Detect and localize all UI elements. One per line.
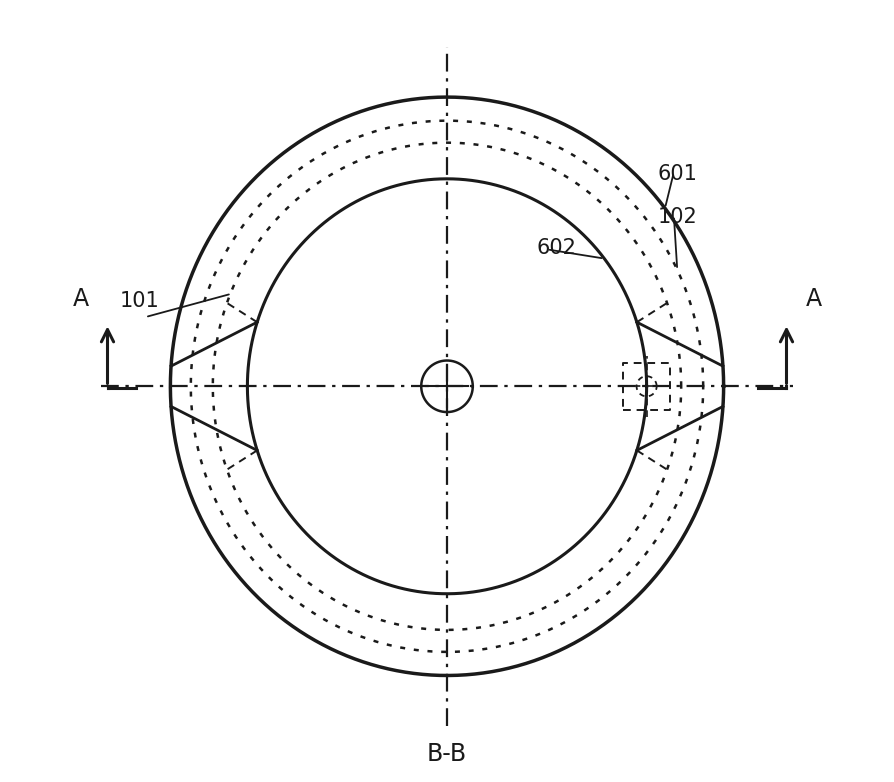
Text: A: A [805, 287, 822, 310]
Text: 601: 601 [657, 164, 697, 184]
Text: A: A [72, 287, 89, 310]
Text: 102: 102 [657, 207, 697, 228]
Text: 602: 602 [536, 238, 577, 257]
Text: B-B: B-B [427, 741, 467, 766]
Text: 101: 101 [120, 291, 160, 310]
